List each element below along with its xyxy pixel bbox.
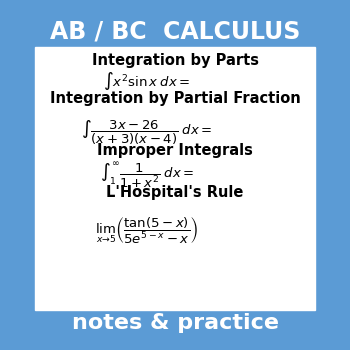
Text: Integration by Parts: Integration by Parts: [91, 52, 259, 68]
FancyBboxPatch shape: [35, 47, 315, 310]
Text: $\int \dfrac{3x - 26}{(x+3)(x-4)} \; dx =$: $\int \dfrac{3x - 26}{(x+3)(x-4)} \; dx …: [82, 119, 212, 147]
Text: Integration by Partial Fraction: Integration by Partial Fraction: [50, 91, 300, 106]
Text: AB / BC  CALCULUS: AB / BC CALCULUS: [50, 19, 300, 43]
Text: $\int x^2 \sin x \; dx =$: $\int x^2 \sin x \; dx =$: [103, 70, 191, 92]
Text: Improper Integrals: Improper Integrals: [97, 144, 253, 159]
Text: $\lim_{x \to 5} \left( \dfrac{\tan(5-x)}{5e^{5-x} - x} \right)$: $\lim_{x \to 5} \left( \dfrac{\tan(5-x)}…: [95, 215, 199, 246]
Text: notes & practice: notes & practice: [71, 313, 279, 333]
Text: L'Hospital's Rule: L'Hospital's Rule: [106, 185, 244, 200]
Text: $\int_1^{\infty} \dfrac{1}{1+x^2} \; dx =$: $\int_1^{\infty} \dfrac{1}{1+x^2} \; dx …: [100, 161, 194, 191]
